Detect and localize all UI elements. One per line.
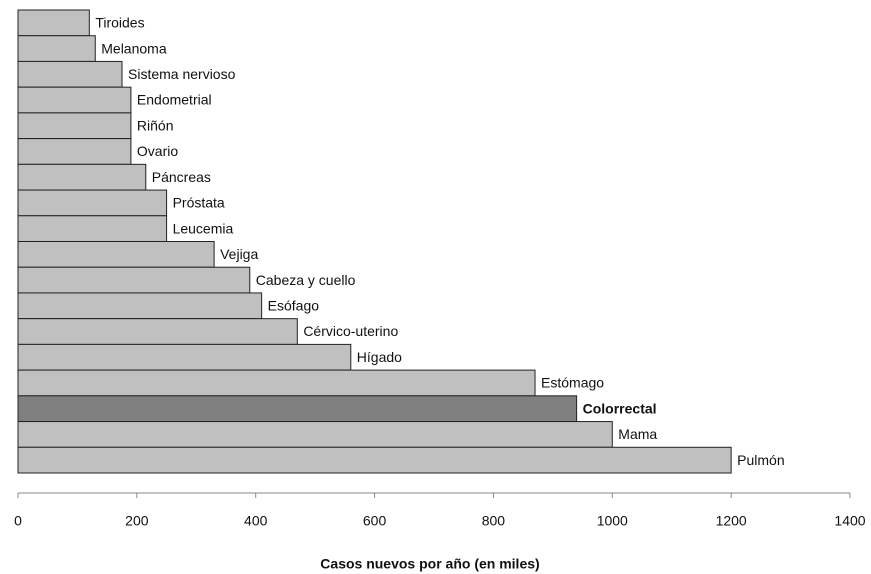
bar-label: Cérvico-uterino: [303, 323, 398, 339]
bar-label: Cabeza y cuello: [256, 272, 356, 288]
bar: [17, 9, 90, 37]
bar: [17, 446, 732, 474]
x-tick-label: 600: [363, 513, 387, 529]
bar-label: Hígado: [357, 349, 402, 365]
bar-label: Ovario: [137, 143, 178, 159]
bar: [17, 112, 132, 140]
bar: [17, 60, 123, 88]
bar-label: Próstata: [173, 195, 225, 211]
bar-label: Vejiga: [220, 246, 258, 262]
x-tick-label: 1000: [597, 513, 628, 529]
x-axis-title: Casos nuevos por año (en miles): [320, 556, 539, 572]
bar-label: Riñón: [137, 117, 174, 133]
bar: [17, 189, 168, 217]
x-tick-label: 200: [125, 513, 149, 529]
bar: [17, 343, 352, 371]
bar-label: Endometrial: [137, 92, 212, 108]
bar-label: Colorrectal: [583, 400, 657, 416]
bar-label: Esófago: [268, 298, 320, 314]
x-tick-label: 400: [244, 513, 268, 529]
bar-label: Estómago: [541, 375, 604, 391]
bar-label: Leucemia: [173, 220, 234, 236]
bar: [17, 395, 578, 423]
x-tick-label: 800: [482, 513, 506, 529]
x-tick-label: 1200: [716, 513, 747, 529]
bar: [17, 292, 263, 320]
bar: [17, 241, 215, 268]
bar-label: Mama: [618, 426, 657, 442]
x-tick-label: 0: [14, 513, 22, 529]
bar: [17, 421, 613, 448]
bar: [17, 369, 536, 397]
bar: [17, 163, 147, 191]
bar: [17, 86, 132, 114]
bar-label: Tiroides: [95, 15, 144, 31]
bar-label: Páncreas: [152, 169, 211, 185]
bar-label: Pulmón: [737, 452, 784, 468]
bar: [17, 138, 132, 165]
bar-label: Sistema nervioso: [128, 66, 236, 82]
bar: [17, 318, 298, 345]
x-tick-label: 1400: [834, 513, 865, 529]
bar: [17, 35, 96, 62]
bar: [17, 215, 168, 242]
bar-label: Melanoma: [101, 40, 167, 56]
bar: [17, 266, 251, 294]
